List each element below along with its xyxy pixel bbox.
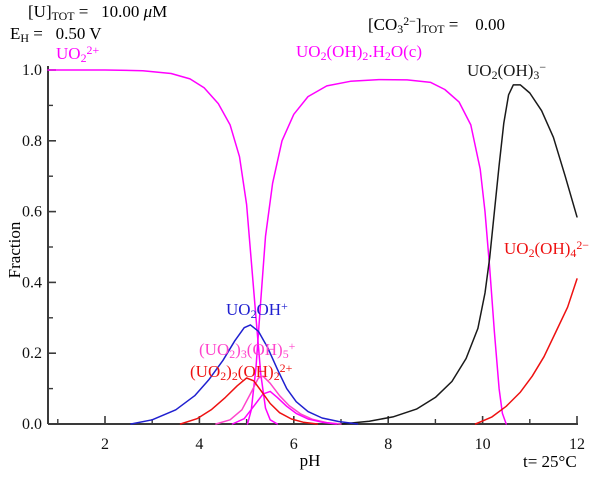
carbonate-annotation: [CO32−]TOT = 0.00 [368, 13, 506, 37]
curve-uo2oh-plus [130, 324, 359, 425]
x-tick-label: 12 [569, 436, 585, 453]
species-label-uo2-3-oh5-plus: (UO2)3(OH)5+ [199, 338, 296, 362]
total-uranium-annotation: [U]TOT = 10.00 μM [28, 2, 168, 24]
x-tick-label: 8 [384, 436, 392, 453]
curve-uo2-2-oh2-2plus [179, 377, 319, 425]
y-tick-label: 0.2 [22, 345, 42, 362]
species-label-uo2oh4-2minus: UO2(OH)42− [504, 237, 590, 261]
y-tick-label: 1.0 [22, 62, 42, 79]
y-tick-label: 0.4 [22, 274, 42, 291]
curve-uo2-3-oh5-plus [215, 375, 342, 425]
x-tick-label: 4 [195, 436, 203, 453]
y-axis-title: Fraction [5, 221, 24, 279]
curve-uo2-2plus [47, 69, 279, 425]
x-tick-label: 6 [290, 436, 298, 453]
eh-annotation: EH = 0.50 V [10, 24, 102, 46]
curve-uo2oh4-2minus [474, 278, 578, 425]
species-label-uo2-2plus: UO22+ [56, 42, 100, 66]
x-tick-label: 10 [475, 436, 491, 453]
curve-small-magenta [231, 390, 338, 425]
x-axis-title: pH [299, 451, 321, 470]
curve-uo2oh3-minus [340, 84, 578, 425]
x-tick-label: 2 [101, 436, 109, 453]
species-label-uo2oh3-minus: UO2(OH)3− [467, 59, 547, 83]
curve-uo2oh2-h2o-c [246, 78, 507, 425]
y-tick-label: 0.6 [22, 204, 42, 221]
species-label-uo2-2-oh2-2plus: (UO2)2(OH)22+ [190, 360, 293, 384]
species-label-uo2oh2-h2o-c: UO2(OH)2.H2O(c) [296, 42, 422, 64]
species-label-uo2oh-plus: UO2OH+ [226, 298, 288, 322]
temperature-annotation: t= 25°C [523, 452, 577, 471]
y-tick-label: 0.8 [22, 133, 42, 150]
y-tick-label: 0.0 [22, 416, 42, 433]
